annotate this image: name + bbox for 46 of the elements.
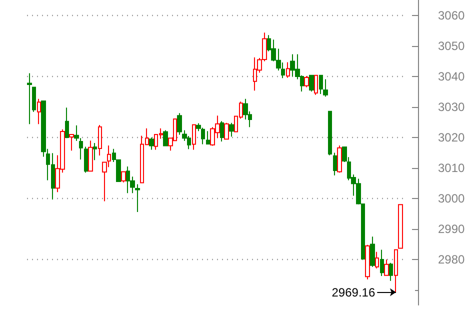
candlestick xyxy=(27,72,32,125)
y-tick-label: 3000 xyxy=(438,191,466,206)
candlestick xyxy=(163,130,168,146)
candlestick xyxy=(384,259,389,276)
y-tick-label: 3030 xyxy=(438,100,466,114)
y-tick-label: 3060 xyxy=(438,8,466,22)
y-tick-label: 2990 xyxy=(438,222,466,236)
candlestick xyxy=(37,98,41,125)
candlestick xyxy=(220,120,224,142)
candlestick xyxy=(135,184,140,212)
candlestick xyxy=(177,112,182,136)
candlestick xyxy=(32,86,36,112)
candlestick xyxy=(192,124,196,150)
candlestick xyxy=(206,130,210,144)
annotation: 2969.16 xyxy=(332,285,376,300)
candlestick xyxy=(84,146,88,174)
candlestick xyxy=(370,236,375,268)
candlestick xyxy=(229,122,234,138)
candlestick xyxy=(98,124,102,156)
candlestick xyxy=(337,144,342,174)
candlestick xyxy=(389,262,393,282)
candlestick xyxy=(328,110,332,156)
y-tick-label: 3020 xyxy=(438,130,466,144)
candlestick xyxy=(394,249,398,293)
candlestick xyxy=(375,251,379,269)
candlestick xyxy=(224,122,229,140)
candlestick xyxy=(323,78,328,98)
candlestick xyxy=(304,75,309,88)
candlestick xyxy=(121,171,126,183)
y-tick-label: 3010 xyxy=(438,160,466,175)
y-tick-label: 3040 xyxy=(438,69,466,84)
candlestick xyxy=(314,74,318,96)
candlestick xyxy=(319,74,323,94)
candlestick xyxy=(333,152,337,176)
candlestick xyxy=(88,140,93,172)
candlestick xyxy=(93,142,97,161)
y-tick-label: 3050 xyxy=(438,38,466,53)
candlestick xyxy=(286,62,290,78)
candlestick xyxy=(149,137,154,150)
candlestick xyxy=(309,74,314,92)
candlestick xyxy=(380,249,384,277)
candlestick xyxy=(65,107,69,139)
y-tick-label: 2980 xyxy=(438,252,466,266)
candlestick xyxy=(69,134,74,152)
candlestick xyxy=(398,204,403,249)
candlestick xyxy=(365,244,370,280)
